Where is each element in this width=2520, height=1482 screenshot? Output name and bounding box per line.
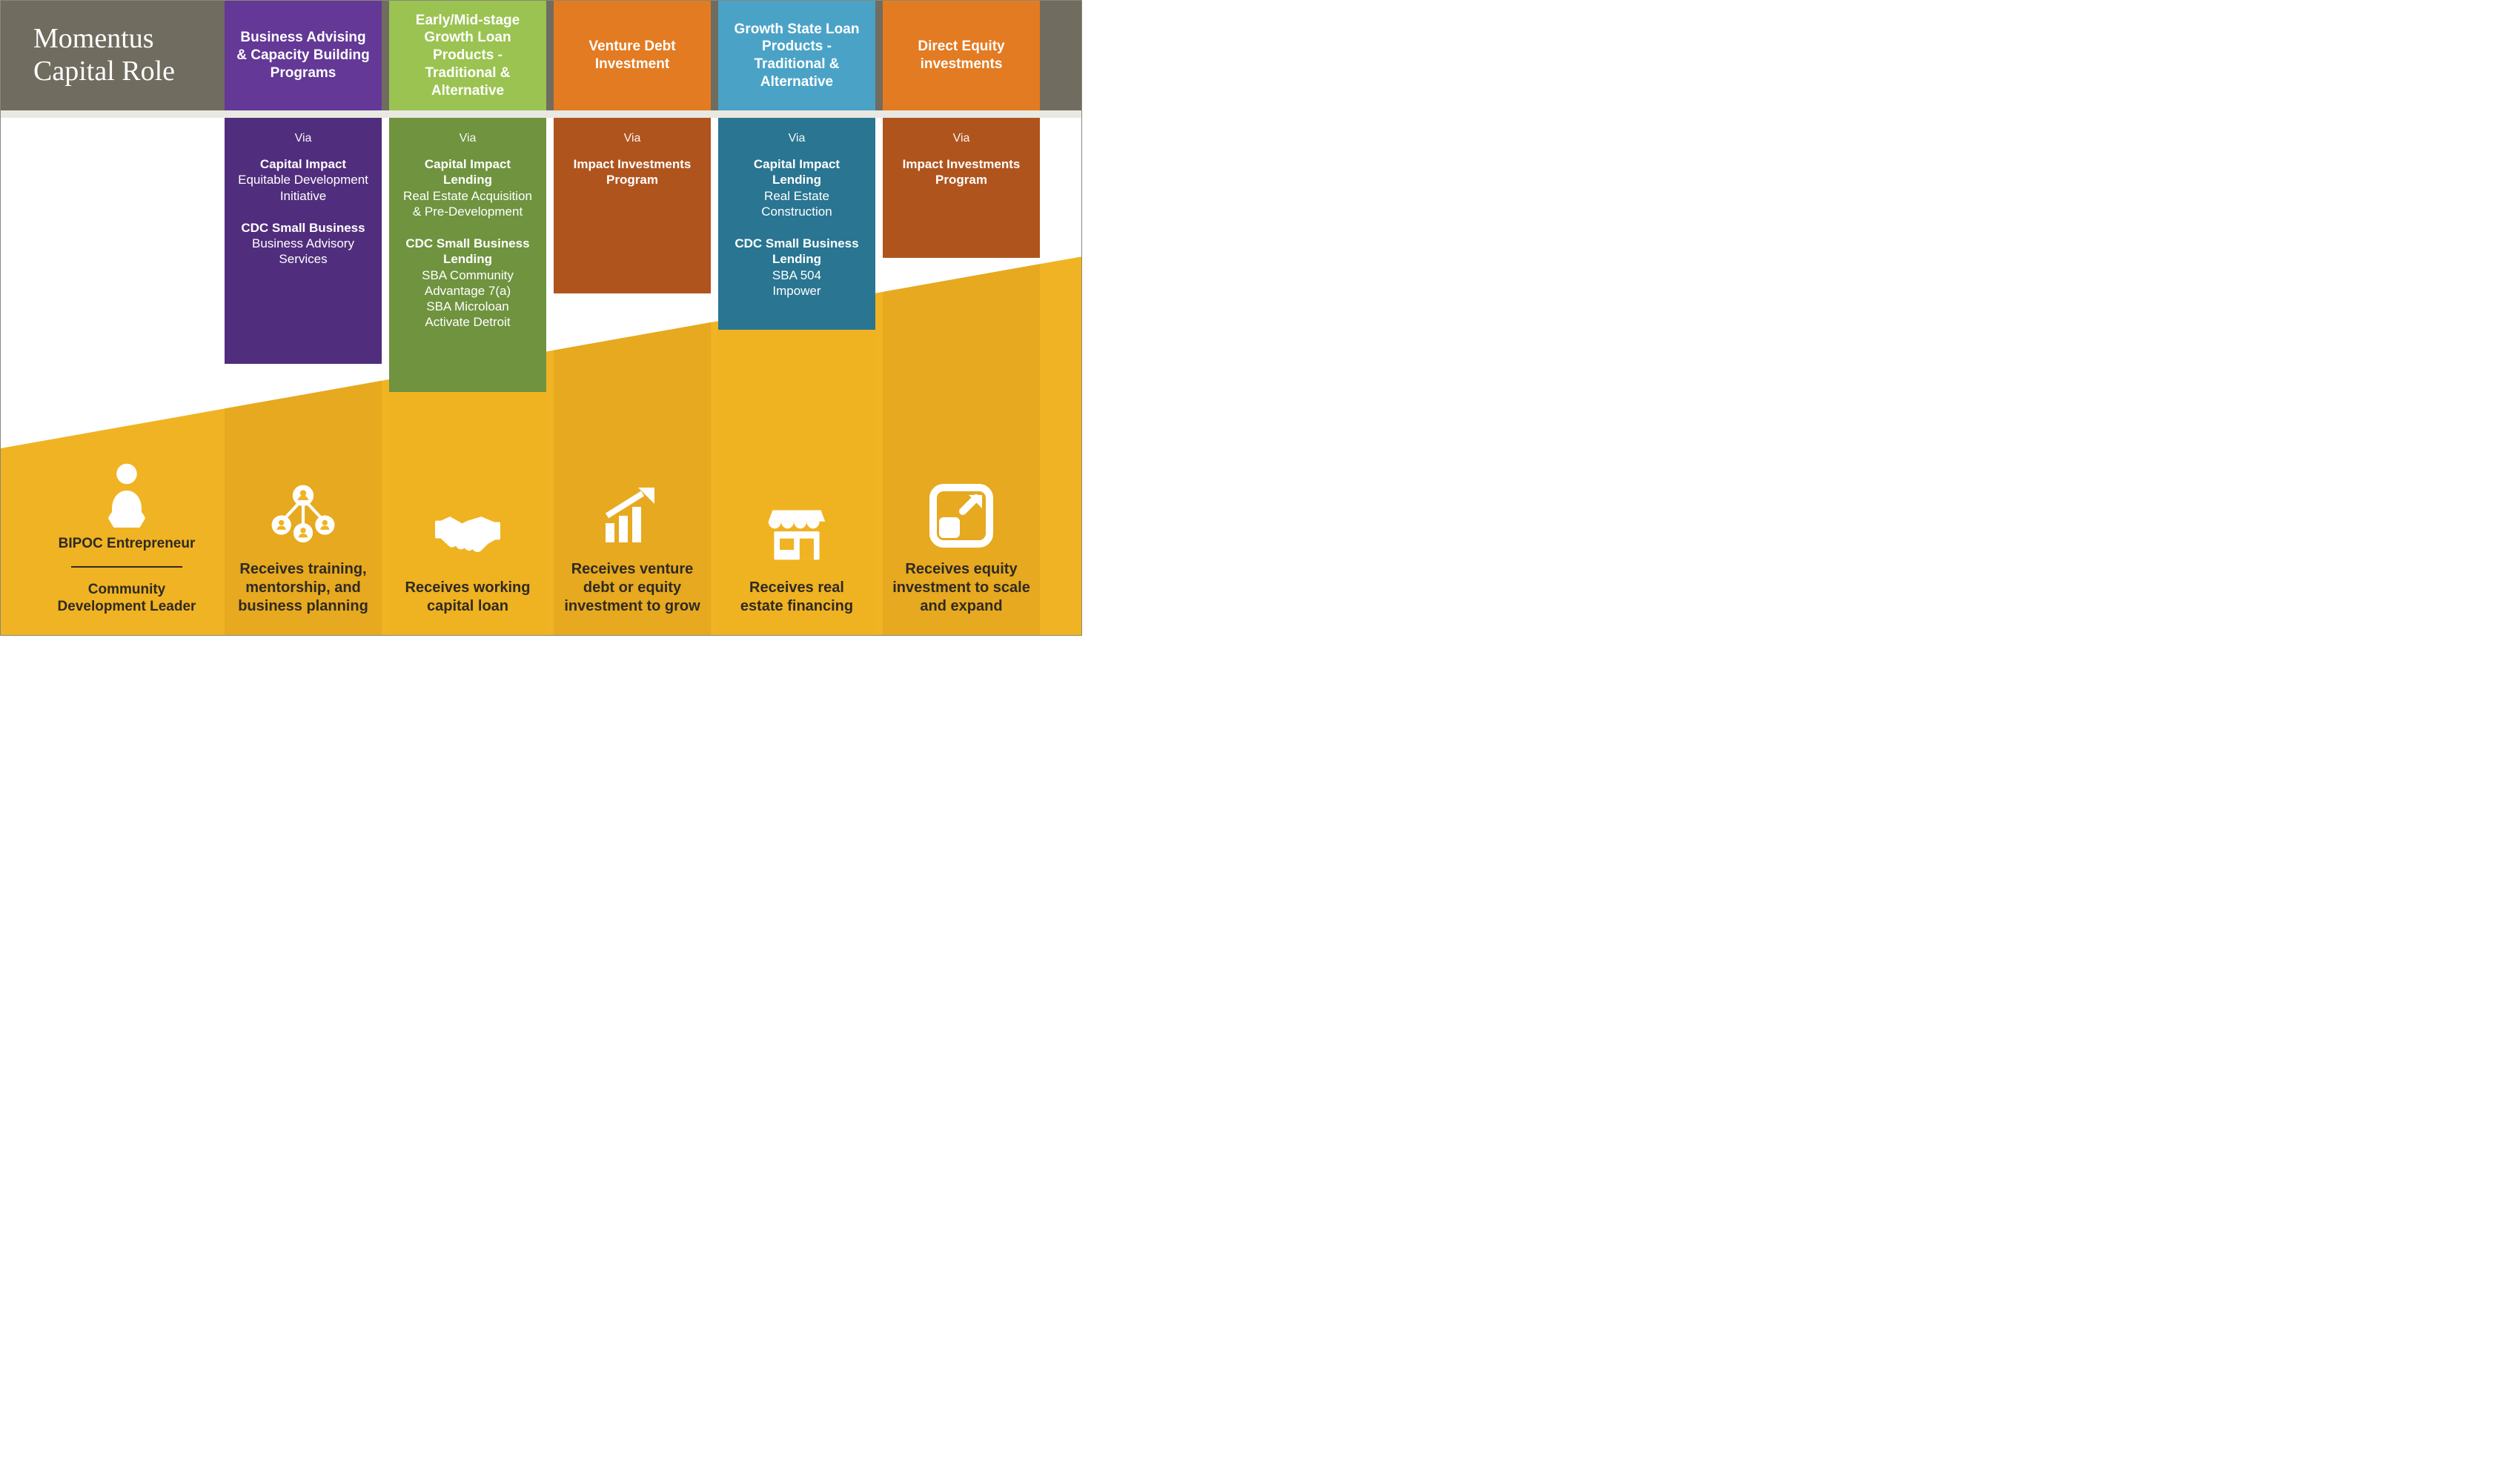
ramp-slot: Receives real estate financing — [718, 502, 875, 616]
program-block: Impact Investments Program — [564, 156, 700, 188]
ramp-caption: Receives equity investment to scale and … — [892, 560, 1031, 616]
column-header: Venture Debt Investment — [554, 1, 711, 110]
header-spacer — [1, 110, 1081, 118]
via-label: Via — [564, 131, 700, 146]
via-label: Via — [729, 131, 865, 146]
program-block: CDC Small Business LendingSBA 504Impower — [729, 236, 865, 299]
persona-line2: Community Development Leader — [45, 581, 208, 617]
program-head: Capital Impact — [235, 156, 371, 172]
person-icon — [97, 461, 156, 528]
program-head: Capital Impact Lending — [399, 156, 536, 188]
column-header: Growth State Loan Products - Traditional… — [718, 1, 875, 110]
expand-icon — [929, 483, 994, 548]
column-body: Via Capital Impact LendingReal Estate Ac… — [389, 118, 546, 392]
program-block: CDC Small BusinessBusiness Advisory Serv… — [235, 220, 371, 268]
column-body: Via Capital Impact LendingReal Estate Co… — [718, 118, 875, 330]
program-block: Impact Investments Program — [893, 156, 1029, 188]
program-sub: SBA Community Advantage 7(a)SBA Microloa… — [399, 268, 536, 330]
ramp-caption: Receives venture debt or equity investme… — [563, 560, 702, 616]
main-title: MomentusCapital Role — [33, 23, 175, 87]
column-header-label: Venture Debt Investment — [566, 38, 699, 73]
persona-line1: BIPOC Entrepreneur — [59, 535, 196, 553]
persona-block: BIPOC Entrepreneur Community Development… — [45, 461, 208, 616]
via-label: Via — [235, 131, 371, 146]
program-sub: Real Estate Construction — [729, 188, 865, 220]
column-body: Via Capital ImpactEquitable Development … — [225, 118, 382, 364]
ramp-slot: Receives working capital loan — [389, 502, 546, 616]
column-header: Early/Mid-stage Growth Loan Products - T… — [389, 1, 546, 110]
column-body: Via Impact Investments Program — [554, 118, 711, 293]
program-sub: Business Advisory Services — [235, 236, 371, 268]
column-header-label: Business Advising & Capacity Building Pr… — [236, 29, 370, 82]
via-label: Via — [399, 131, 536, 146]
column-header-label: Growth State Loan Products - Traditional… — [730, 21, 863, 91]
network-icon — [271, 483, 336, 548]
infographic-stage: MomentusCapital Role Business Advising &… — [0, 0, 1082, 636]
program-block: Capital ImpactEquitable Development Init… — [235, 156, 371, 204]
via-label: Via — [893, 131, 1029, 146]
program-head: Impact Investments Program — [564, 156, 700, 188]
program-head: Impact Investments Program — [893, 156, 1029, 188]
growth-icon — [600, 483, 665, 548]
program-sub: Real Estate Acquisition & Pre-Developmen… — [399, 188, 536, 220]
program-sub: SBA 504Impower — [729, 268, 865, 299]
column-header-label: Direct Equity investments — [895, 38, 1028, 73]
program-head: CDC Small Business Lending — [399, 236, 536, 268]
handshake-icon — [435, 502, 500, 567]
program-block: Capital Impact LendingReal Estate Constr… — [729, 156, 865, 219]
ramp-caption: Receives working capital loan — [398, 579, 537, 616]
store-icon — [764, 502, 829, 567]
ramp-caption: Receives training, mentorship, and busin… — [233, 560, 373, 616]
column-header: Direct Equity investments — [883, 1, 1040, 110]
program-head: CDC Small Business Lending — [729, 236, 865, 268]
column-body: Via Impact Investments Program — [883, 118, 1040, 258]
column-header-label: Early/Mid-stage Growth Loan Products - T… — [401, 12, 534, 100]
program-sub: Equitable Development Initiative — [235, 172, 371, 204]
program-block: Capital Impact LendingReal Estate Acquis… — [399, 156, 536, 219]
program-head: CDC Small Business — [235, 220, 371, 236]
program-head: Capital Impact Lending — [729, 156, 865, 188]
ramp-caption: Receives real estate financing — [727, 579, 866, 616]
persona-divider — [71, 566, 182, 568]
program-block: CDC Small Business LendingSBA Community … — [399, 236, 536, 330]
column-header: Business Advising & Capacity Building Pr… — [225, 1, 382, 110]
ramp-slot: Receives venture debt or equity investme… — [554, 483, 711, 616]
ramp-slot: Receives equity investment to scale and … — [883, 483, 1040, 616]
ramp-slot: Receives training, mentorship, and busin… — [225, 483, 382, 616]
